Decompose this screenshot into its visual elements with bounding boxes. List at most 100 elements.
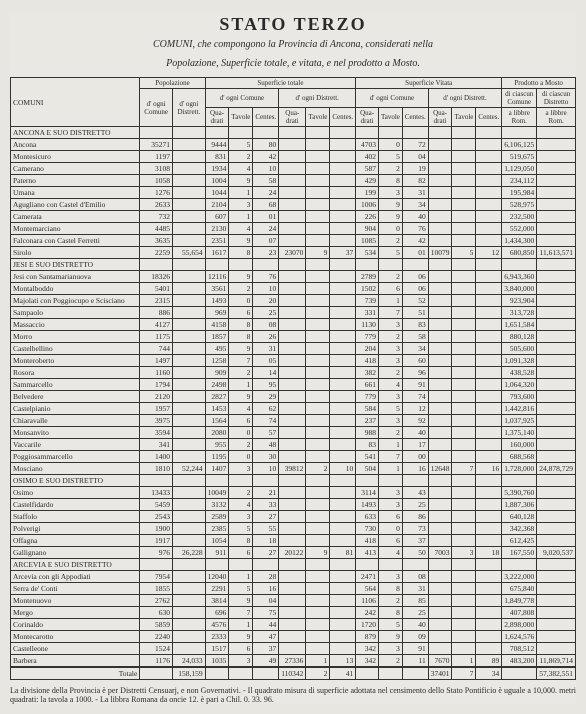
st-t: 9 (229, 175, 253, 187)
sv-c: 19 (402, 163, 428, 175)
pop-comune: 2543 (140, 511, 173, 523)
pm-c: 1,375,140 (502, 427, 537, 439)
pop-distretto: 26,228 (172, 547, 205, 559)
sv-q: 779 (356, 331, 379, 343)
sv-c: 00 (402, 451, 428, 463)
st-c: 49 (253, 655, 279, 668)
col-q3: Qua-drati (356, 108, 379, 127)
sv-t: 3 (378, 643, 402, 655)
st-q: 1564 (205, 415, 229, 427)
pop-comune: 1175 (140, 331, 173, 343)
sv-q: 779 (356, 391, 379, 403)
sv-t: 2 (378, 367, 402, 379)
sv-t: 6 (378, 283, 402, 295)
comune-name: Chiaravalle (11, 415, 140, 427)
sv-q: 1106 (356, 595, 379, 607)
st-c: 76 (253, 271, 279, 283)
st-c: 75 (253, 607, 279, 619)
st-t: 2 (229, 151, 253, 163)
pm-c: 438,528 (502, 367, 537, 379)
sv-c: 96 (402, 367, 428, 379)
sv-dc: 18 (476, 547, 502, 559)
pm-c: 1,064,320 (502, 379, 537, 391)
comune-name: Montecarotto (11, 631, 140, 643)
comune-name: Castelfidardo (11, 499, 140, 511)
st-t: 9 (229, 391, 253, 403)
st-q: 1044 (205, 187, 229, 199)
sv-t: 2 (378, 235, 402, 247)
sv-t: 1 (378, 295, 402, 307)
pop-comune: 1176 (140, 655, 173, 668)
sv-q: 584 (356, 403, 379, 415)
st-q: 2589 (205, 511, 229, 523)
sv-t: 7 (378, 451, 402, 463)
subtitle-2: Popolazione, Superficie totale, e vitata… (10, 58, 576, 69)
sv-t: 0 (378, 223, 402, 235)
st-q: 2827 (205, 391, 229, 403)
sv-q: 564 (356, 583, 379, 595)
pm-c: 1,849,778 (502, 595, 537, 607)
pm-c: 1,037,925 (502, 415, 537, 427)
sv-dt: 5 (452, 247, 476, 259)
col-sv-distrett: d' ogni Distrett. (428, 89, 502, 108)
col-q4: Qua-drati (428, 108, 452, 127)
pm-c: 1,624,576 (502, 631, 537, 643)
sv-c: 40 (402, 211, 428, 223)
st-q: 12040 (205, 571, 229, 583)
st-c: 74 (253, 415, 279, 427)
section-header: OSIMO E SUO DISTRETTO (11, 475, 140, 487)
comune-name: Massaccio (11, 319, 140, 331)
comune-name: Montalboddo (11, 283, 140, 295)
st-c: 10 (253, 463, 279, 475)
st-dt: 9 (306, 547, 330, 559)
st-c: 01 (253, 211, 279, 223)
pm-c: 2,898,000 (502, 619, 537, 631)
col-pm-comune: di ciascun Comune (502, 89, 537, 108)
section-header: JESI E SUO DISTRETTO (11, 259, 140, 271)
st-c: 62 (253, 403, 279, 415)
sv-t: 2 (378, 595, 402, 607)
st-c: 30 (253, 451, 279, 463)
pop-distretto: 52,244 (172, 463, 205, 475)
pop-comune: 13433 (140, 487, 173, 499)
st-t: 8 (229, 535, 253, 547)
sv-q: 730 (356, 523, 379, 535)
st-c: 47 (253, 631, 279, 643)
sv-t: 5 (378, 247, 402, 259)
st-c: 10 (253, 163, 279, 175)
sv-c: 37 (402, 535, 428, 547)
sv-q: 904 (356, 223, 379, 235)
st-c: 04 (253, 595, 279, 607)
pm-c: 1,091,328 (502, 355, 537, 367)
comune-name: Gallignano (11, 547, 140, 559)
pm-c: 519,675 (502, 151, 537, 163)
st-t: 0 (229, 427, 253, 439)
st-dt: 1 (306, 655, 330, 668)
sv-t: 3 (378, 415, 402, 427)
sv-c: 34 (402, 199, 428, 211)
col-t: Tavole (229, 108, 253, 127)
col-comuni: COMUNI (11, 78, 140, 127)
st-t: 4 (229, 223, 253, 235)
sv-q: 342 (356, 643, 379, 655)
pm-c: 167,550 (502, 547, 537, 559)
sv-q: 534 (356, 247, 379, 259)
sv-c: 72 (402, 139, 428, 151)
pm-c: 680,850 (502, 247, 537, 259)
sv-c: 17 (402, 439, 428, 451)
pm-c: 342,368 (502, 523, 537, 535)
pop-comune: 886 (140, 307, 173, 319)
pop-comune: 1917 (140, 535, 173, 547)
page-title: STATO TERZO (10, 14, 576, 35)
pm-c: 3,840,000 (502, 283, 537, 295)
comune-name: Monsanvito (11, 427, 140, 439)
st-q: 969 (205, 307, 229, 319)
sv-t: 7 (378, 307, 402, 319)
sv-dc: 16 (476, 463, 502, 475)
comune-name: Montemarciano (11, 223, 140, 235)
st-q: 1004 (205, 175, 229, 187)
st-c: 29 (253, 391, 279, 403)
pop-comune: 1497 (140, 355, 173, 367)
st-dc: 37 (330, 247, 356, 259)
comune-name: Staffolo (11, 511, 140, 523)
